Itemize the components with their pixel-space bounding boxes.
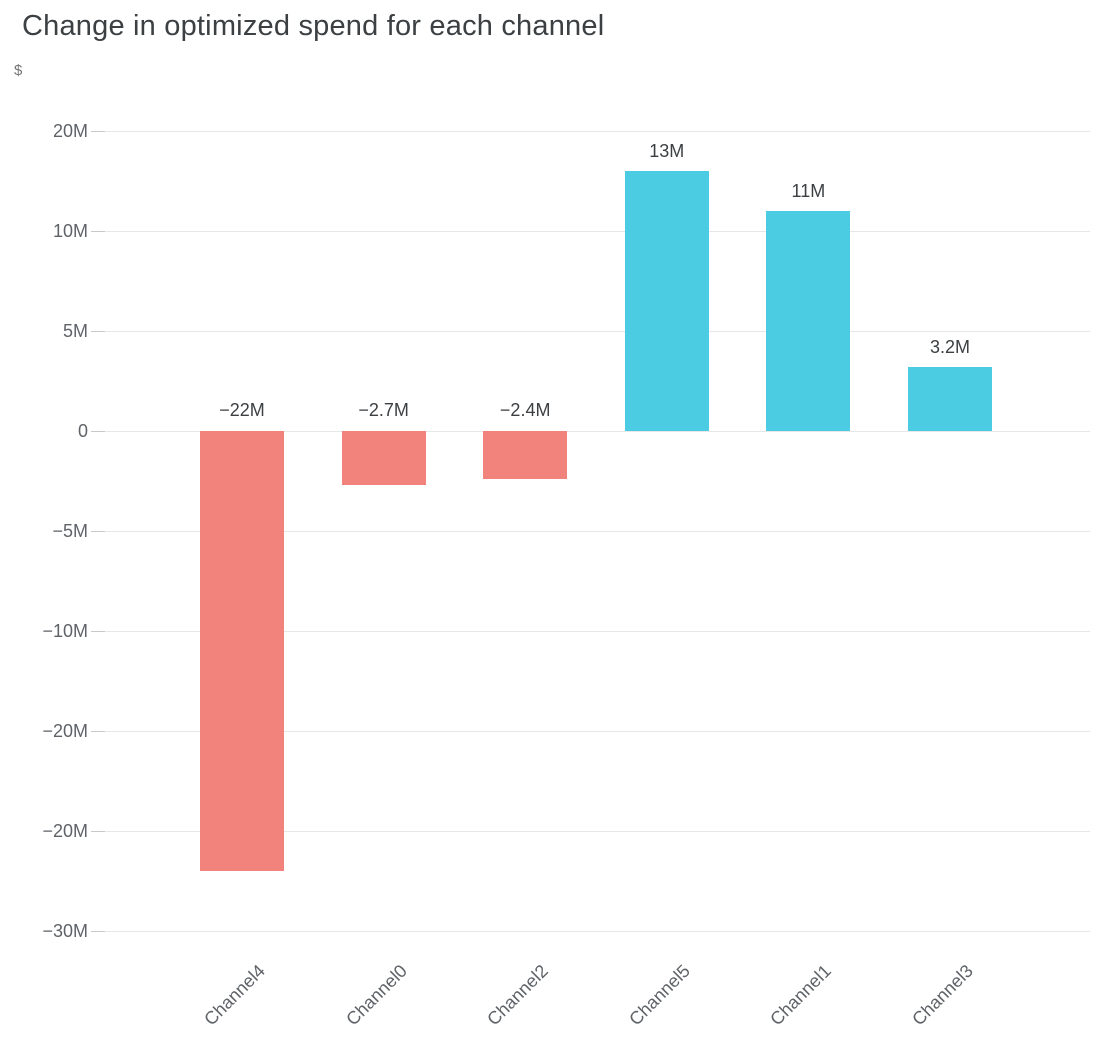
y-axis-tick bbox=[91, 231, 105, 232]
y-gridline bbox=[105, 131, 1090, 132]
x-axis-label-channel3: Channel3 bbox=[908, 960, 977, 1030]
y-tick-label: 0 bbox=[77, 421, 88, 441]
y-tick-label: −30M bbox=[42, 921, 88, 941]
bar-channel2 bbox=[483, 431, 568, 479]
y-axis-tick bbox=[91, 731, 105, 732]
bar-value-label: 3.2M bbox=[929, 337, 971, 357]
y-gridline bbox=[105, 531, 1090, 532]
y-tick-label: −5M bbox=[52, 521, 88, 541]
y-axis-unit-label: $ bbox=[14, 62, 23, 79]
y-axis-tick bbox=[91, 831, 105, 832]
y-tick-label: 20M bbox=[52, 121, 88, 141]
x-axis-label-channel5: Channel5 bbox=[625, 960, 694, 1030]
y-tick-label: 10M bbox=[52, 221, 88, 241]
bar-value-label: 11M bbox=[791, 181, 826, 201]
bar-channel4 bbox=[200, 431, 284, 871]
y-axis-tick bbox=[91, 931, 105, 932]
bar-value-label: −2.7M bbox=[358, 400, 409, 420]
y-gridline bbox=[105, 631, 1090, 632]
bar-value-label: 13M bbox=[649, 141, 685, 161]
bar-channel3 bbox=[908, 367, 992, 431]
bar-channel5 bbox=[624, 171, 709, 431]
bar-value-label: −22M bbox=[219, 400, 265, 420]
y-axis-tick bbox=[91, 131, 105, 132]
y-axis-tick bbox=[91, 431, 105, 432]
y-gridline bbox=[105, 331, 1090, 332]
y-gridline bbox=[105, 231, 1090, 232]
y-gridline bbox=[105, 831, 1090, 832]
x-axis-label-channel4: Channel4 bbox=[200, 960, 269, 1030]
y-tick-label: −20M bbox=[42, 721, 88, 741]
y-gridline bbox=[105, 431, 1090, 432]
y-tick-label: −10M bbox=[42, 621, 88, 641]
bar-channel1 bbox=[766, 211, 851, 431]
x-axis-label-channel2: Channel2 bbox=[483, 960, 553, 1030]
y-tick-label: 5M bbox=[62, 321, 88, 341]
y-gridline bbox=[105, 731, 1090, 732]
y-gridline bbox=[105, 931, 1090, 932]
x-axis-label-channel1: Channel1 bbox=[766, 960, 836, 1030]
y-axis-tick bbox=[91, 531, 105, 532]
chart-title: Change in optimized spend for each chann… bbox=[22, 10, 605, 42]
x-axis-label-channel0: Channel0 bbox=[341, 960, 411, 1030]
bar-value-label: −2.4M bbox=[499, 400, 551, 420]
y-axis-tick bbox=[91, 631, 105, 632]
y-axis-tick bbox=[91, 331, 105, 332]
bar-channel0 bbox=[341, 431, 426, 485]
y-tick-label: −20M bbox=[42, 821, 88, 841]
